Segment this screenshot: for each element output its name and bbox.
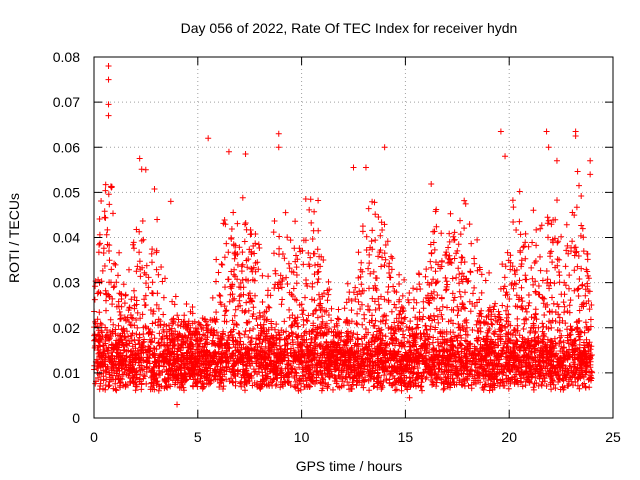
scatter-point: [275, 130, 282, 137]
x-axis-label: GPS time / hours: [296, 458, 403, 474]
scatter-point: [587, 157, 594, 164]
scatter-point: [242, 151, 249, 158]
scatter-point: [543, 128, 550, 135]
scatter-point: [105, 76, 112, 83]
y-tick-label: 0.05: [53, 184, 80, 200]
scatter-point: [105, 63, 112, 70]
y-tick-label: 0.07: [53, 94, 80, 110]
scatter-point: [406, 394, 413, 401]
x-tick-label: 0: [90, 429, 98, 445]
x-tick-label: 10: [294, 429, 310, 445]
scatter-point: [275, 144, 282, 151]
scatter-point: [381, 144, 388, 151]
x-tick-label: 5: [194, 429, 202, 445]
scatter-markers-bulk: [91, 166, 596, 394]
scatter-point: [167, 198, 174, 205]
chart-title: Day 056 of 2022, Rate Of TEC Index for r…: [181, 20, 518, 36]
y-tick-label: 0.04: [53, 230, 80, 246]
scatter-point: [497, 128, 504, 135]
scatter-point: [105, 101, 112, 108]
y-axis-label: ROTI / TECUs: [6, 193, 22, 283]
x-tick-label: 25: [605, 429, 621, 445]
y-tick-label: 0.06: [53, 139, 80, 155]
x-tick-label: 20: [501, 429, 517, 445]
scatter-point: [174, 401, 181, 408]
x-tick-label: 15: [398, 429, 414, 445]
scatter-point: [502, 153, 509, 160]
x-tick-labels: 0 5 10 15 20 25: [90, 429, 621, 445]
scatter-point: [587, 171, 594, 178]
scatter-point: [225, 148, 232, 155]
axis-ticks: [93, 56, 614, 419]
y-tick-label: 0.01: [53, 365, 80, 381]
data-points: [91, 63, 596, 408]
scatter-point: [362, 164, 369, 171]
scatter-point: [553, 157, 560, 164]
y-tick-label: 0: [72, 410, 80, 426]
scatter-point: [205, 135, 212, 142]
scatter-point: [105, 112, 112, 119]
scatter-point: [136, 155, 143, 162]
y-tick-label: 0.03: [53, 275, 80, 291]
scatter-point: [350, 164, 357, 171]
y-tick-label: 0.02: [53, 320, 80, 336]
scatter-point: [545, 144, 552, 151]
scatter-point: [572, 132, 579, 139]
y-tick-label: 0.08: [53, 49, 80, 65]
y-tick-labels: 0 0.01 0.02 0.03 0.04 0.05 0.06 0.07 0.08: [53, 49, 80, 426]
